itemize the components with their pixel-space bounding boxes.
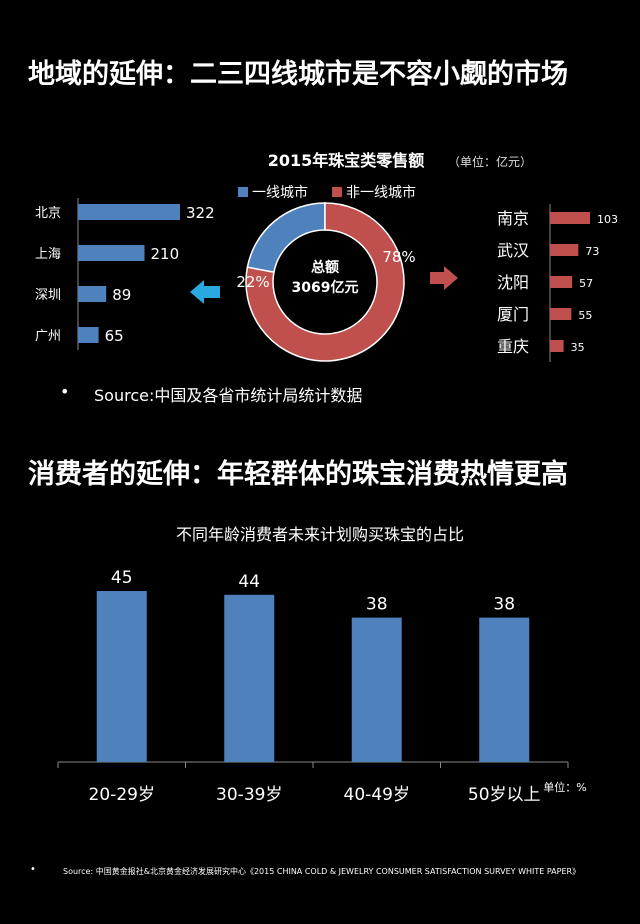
slice-label-non-tier1: 78% [382, 248, 415, 266]
tier1-bar [78, 327, 99, 343]
source-bullet-1: • [60, 382, 70, 401]
other-bar [550, 340, 564, 352]
tier1-bar [78, 204, 180, 220]
tier1-city-label: 广州 [35, 329, 61, 344]
age-bar [351, 617, 402, 762]
age-value-label: 38 [366, 595, 388, 615]
age-bar-chart: 不同年龄消费者未来计划购买珠宝的占比 45 20-29岁 44 30-39岁 38 40-… [57, 525, 587, 805]
other-cities-bars: 南京 103 武汉 73 沈阳 57 厦门 55 重庆 35 [497, 204, 618, 362]
other-city-label: 沈阳 [497, 273, 529, 292]
legend-swatch-non-tier1 [332, 187, 342, 197]
bar-chart-unit-note: 单位：% [543, 780, 586, 794]
donut-slice-non-tier1 [245, 202, 405, 362]
legend-label-tier1: 一线城市 [252, 184, 308, 201]
pie-title: 2015年珠宝类零售额 [268, 151, 425, 170]
regional-sales-chart: 2015年珠宝类零售额 （单位：亿元） 一线城市 非一线城市 总额 3069亿元… [35, 151, 618, 362]
tier1-city-label: 深圳 [35, 288, 61, 303]
section-title-consumer: 消费者的延伸：年轻群体的珠宝消费热情更高 [28, 459, 568, 490]
slice-label-tier1: 22% [236, 273, 269, 291]
other-value-label: 57 [579, 277, 593, 290]
tier1-city-label: 北京 [35, 206, 61, 221]
other-bar [550, 212, 590, 224]
tier1-value-label: 65 [105, 327, 124, 345]
age-category-label: 30-39岁 [216, 785, 282, 805]
other-value-label: 35 [571, 341, 585, 354]
donut-center-label-1: 总额 [311, 259, 339, 276]
source-note-2: Source: 中国黄金报社&北京黄金经济发展研究中心《2015 CHINA C… [63, 867, 581, 876]
tier1-value-label: 89 [112, 286, 131, 304]
tier1-bar [78, 286, 107, 302]
age-value-label: 44 [238, 572, 260, 592]
other-bar [550, 308, 572, 320]
donut-center-label-2: 3069亿元 [292, 279, 359, 296]
other-value-label: 55 [578, 309, 592, 322]
other-city-label: 厦门 [497, 305, 529, 324]
section-title-region: 地域的延伸：二三四线城市是不容小觑的市场 [28, 59, 568, 90]
other-value-label: 73 [585, 245, 599, 258]
pie-unit-note: （单位：亿元） [448, 154, 532, 169]
age-category-label: 50岁以上 [468, 785, 541, 805]
legend-label-non-tier1: 非一线城市 [346, 184, 416, 201]
donut-chart [245, 202, 405, 362]
other-value-label: 103 [597, 213, 618, 226]
source-bullet-2: • [30, 864, 36, 875]
arrow-right-icon [430, 266, 458, 290]
tier1-value-label: 210 [151, 245, 180, 263]
legend-swatch-tier1 [238, 187, 248, 197]
age-category-label: 20-29岁 [89, 785, 155, 805]
age-value-label: 38 [493, 595, 515, 615]
age-bars: 45 20-29岁 44 30-39岁 38 40-49岁 38 50岁以上 [57, 568, 569, 805]
arrow-left-icon [190, 280, 220, 304]
bar-chart-title: 不同年龄消费者未来计划购买珠宝的占比 [176, 525, 464, 544]
other-city-label: 武汉 [497, 241, 529, 260]
other-city-label: 南京 [497, 209, 529, 228]
tier1-city-label: 上海 [35, 247, 61, 262]
tier1-cities-bars: 北京 322 上海 210 深圳 89 广州 65 [35, 198, 215, 350]
source-note-1: Source:中国及各省市统计局统计数据 [94, 386, 363, 405]
tier1-bar [78, 245, 145, 261]
other-bar [550, 244, 579, 256]
age-bar [224, 594, 275, 762]
age-bar [479, 617, 530, 762]
tier1-value-label: 322 [186, 204, 215, 222]
other-city-label: 重庆 [497, 337, 529, 356]
other-bar [550, 276, 573, 288]
age-category-label: 40-49岁 [344, 785, 410, 805]
age-value-label: 45 [111, 568, 133, 588]
age-bar [96, 591, 147, 762]
